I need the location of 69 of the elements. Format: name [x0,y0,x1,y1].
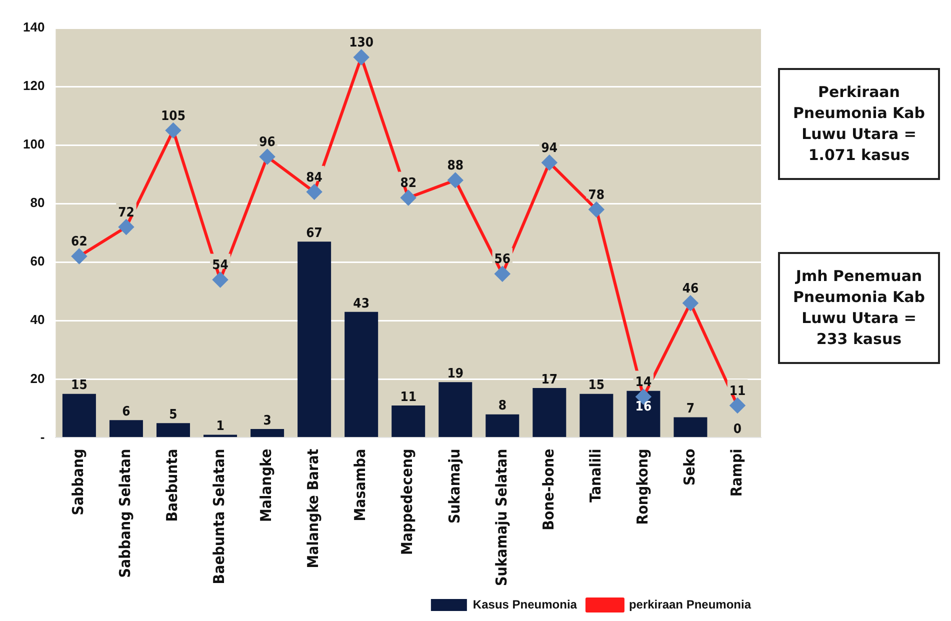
x-tick-label: Seko [680,448,698,486]
legend-label: Kasus Pneumonia [472,597,578,612]
x-tick-label: Rongkong [633,448,652,525]
data-label: 62 [71,234,88,250]
y-tick-label: 80 [30,195,45,210]
data-label: 43 [353,296,370,312]
y-tick-label: - [40,429,45,444]
x-tick-label: Malangke [257,448,276,522]
data-label: 8 [498,398,506,414]
bar [580,394,614,437]
data-label: 17 [541,372,558,388]
y-tick-label: 20 [30,370,45,386]
data-label: 82 [400,176,416,192]
x-tick-label: Bone-bone [539,448,558,530]
x-tick-label: Baebunta Selatan [210,448,228,584]
data-label: 67 [306,226,322,242]
y-tick-label: 100 [22,136,45,152]
data-label: 88 [447,158,464,174]
text: Jmh Penemuan Pneumonia Kab Luwu Utara = 233 kasus [778,252,940,364]
legend-label: perkiraan Pneumonia [628,597,752,612]
data-label: 94 [541,141,558,156]
x-tick-label: Rampi [727,448,746,497]
y-tick-label: 40 [30,312,45,328]
data-label: 78 [588,188,605,203]
bar [156,423,190,437]
x-tick-label: Sabbang Selatan [116,448,134,578]
bar [109,420,143,437]
bar [674,417,708,437]
data-label: 96 [259,135,276,150]
data-label: 15 [588,378,605,394]
data-label: 46 [682,281,699,296]
data-label: 11 [400,390,416,405]
bar [62,394,96,437]
data-label: 3 [263,413,272,428]
bar [486,414,520,437]
data-label: 84 [306,170,322,186]
x-tick-label: Malangke Barat [304,448,322,568]
x-tick-label: Tanalili [586,448,604,502]
data-label: 0 [733,422,742,438]
y-tick-label: 140 [22,20,45,35]
data-label: 11 [729,384,746,399]
x-tick-label: Sabbang [69,448,88,516]
data-label: 56 [494,252,511,268]
y-tick-label: 120 [22,78,45,94]
data-label: 6 [122,404,130,420]
data-label: 16 [635,399,652,414]
data-label: 1 [216,419,224,434]
data-label: 19 [447,366,464,382]
bar [344,312,378,437]
x-tick-label: Masamba [351,448,370,522]
data-label: 14 [635,375,652,390]
data-label: 105 [161,108,186,124]
y-tick-label: 60 [30,254,45,269]
data-label: 5 [169,407,178,422]
data-label: 130 [349,36,374,51]
data-label: 54 [212,258,228,274]
x-tick-label: Baebunta [163,448,182,522]
x-tick-label: Sukamaju [445,448,464,524]
x-tick-label: Mappedeceng [398,448,416,555]
bar [532,388,566,437]
data-label: 7 [686,402,695,417]
data-label: 72 [118,205,134,220]
bar [298,242,332,437]
bar [250,428,284,437]
data-label: 15 [71,378,88,394]
bar [438,382,472,437]
text: Perkiraan Pneumonia Kab Luwu Utara = 1.071 kasus [778,68,940,180]
bar [392,406,426,437]
x-tick-label: Sukamaju Selatan [492,448,510,586]
